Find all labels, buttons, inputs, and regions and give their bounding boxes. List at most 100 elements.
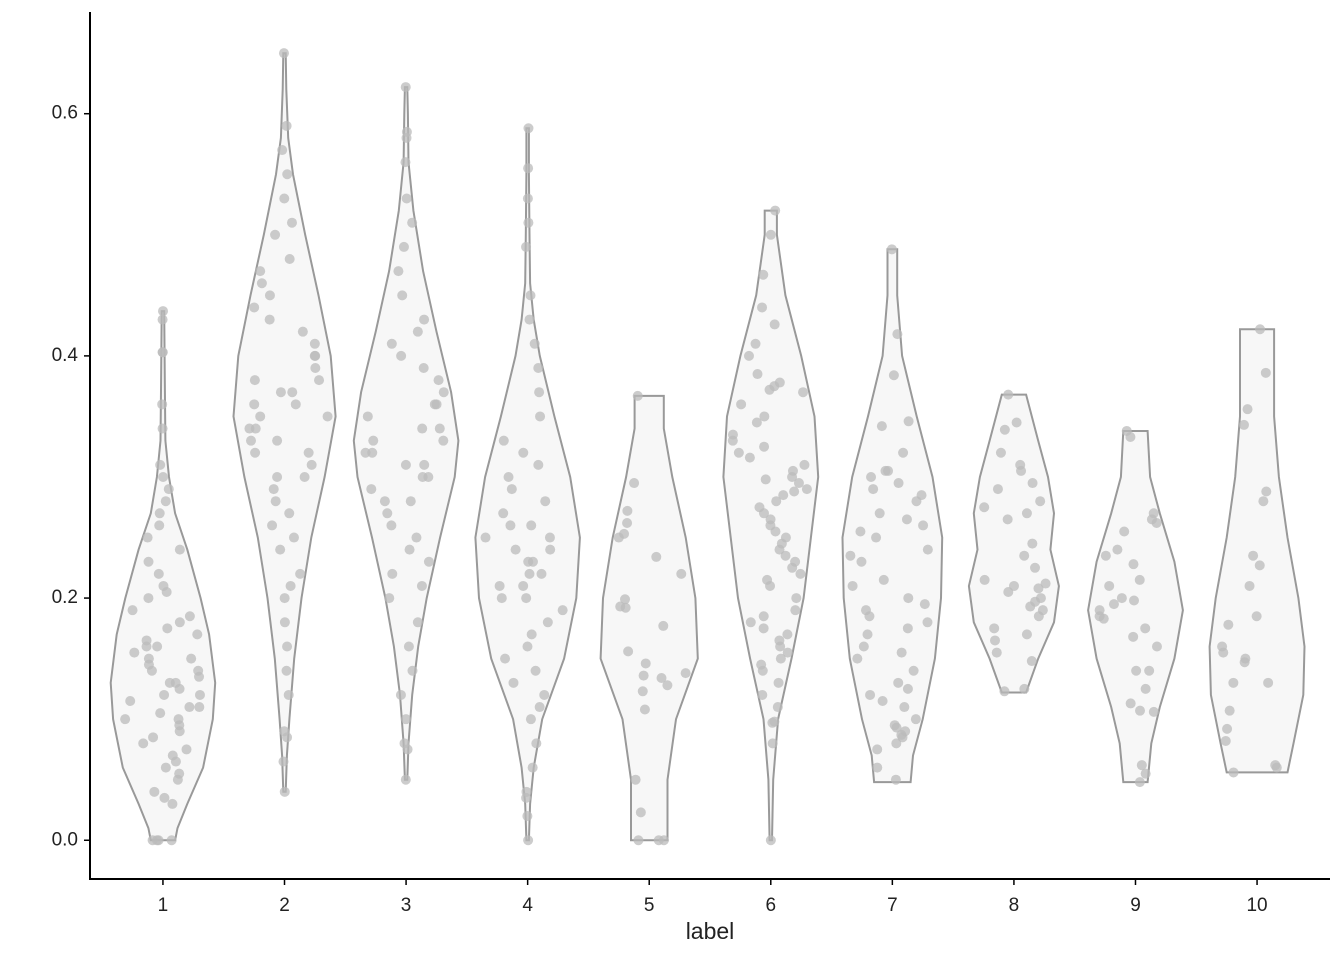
data-point (362, 411, 373, 422)
data-point (403, 641, 414, 652)
data-point (157, 423, 168, 434)
data-point (255, 266, 266, 277)
data-point (282, 169, 293, 180)
data-point (858, 641, 869, 652)
data-point (767, 738, 778, 749)
data-point (771, 496, 782, 507)
data-point (1242, 404, 1253, 415)
data-point (151, 835, 162, 846)
data-point (795, 568, 806, 579)
data-point (405, 496, 416, 507)
data-point (279, 786, 290, 797)
data-point (918, 520, 929, 531)
data-point (382, 508, 393, 519)
data-point (676, 568, 687, 579)
data-point (379, 496, 390, 507)
data-point (416, 580, 427, 591)
data-point (798, 387, 809, 398)
data-point (658, 835, 669, 846)
data-point (1151, 641, 1162, 652)
data-point (1011, 417, 1022, 428)
data-point (793, 478, 804, 489)
data-point (886, 244, 897, 255)
data-point (167, 798, 178, 809)
data-point (279, 617, 290, 628)
data-point (303, 447, 314, 458)
data-point (249, 399, 260, 410)
data-point (159, 689, 170, 700)
data-point (544, 532, 555, 543)
y-tick-label: 0.4 (52, 345, 79, 366)
data-point (159, 792, 170, 803)
data-point (535, 411, 546, 422)
data-point (1033, 583, 1044, 594)
data-point (281, 120, 292, 131)
data-point (613, 532, 624, 543)
data-point (990, 635, 1001, 646)
data-point (148, 732, 159, 743)
data-point (157, 347, 168, 358)
data-point (309, 338, 320, 349)
data-point (1025, 601, 1036, 612)
data-point (533, 363, 544, 374)
data-point (782, 629, 793, 640)
data-point (845, 550, 856, 561)
data-point (250, 447, 261, 458)
data-point (874, 508, 885, 519)
data-point (523, 163, 534, 174)
data-point (1148, 706, 1159, 717)
data-point (1258, 496, 1269, 507)
data-point (295, 568, 306, 579)
data-point (1119, 526, 1130, 537)
data-point (640, 658, 651, 669)
data-point (120, 714, 131, 725)
data-point (799, 459, 810, 470)
data-point (534, 702, 545, 713)
data-point (184, 702, 195, 713)
data-point (256, 278, 267, 289)
violin (352, 86, 460, 781)
data-point (1135, 705, 1146, 716)
data-point (393, 266, 404, 277)
data-point (268, 484, 279, 495)
data-point (775, 641, 786, 652)
data-point (158, 306, 169, 317)
data-point (1271, 762, 1282, 773)
y-tick-label: 0.2 (52, 587, 78, 608)
data-point (505, 520, 516, 531)
data-point (524, 314, 535, 325)
data-point (633, 835, 644, 846)
data-point (630, 774, 641, 785)
data-point (623, 646, 634, 657)
data-point (399, 738, 410, 749)
data-point (287, 387, 298, 398)
data-point (522, 193, 533, 204)
violin (967, 393, 1060, 694)
data-point (387, 568, 398, 579)
data-point (173, 714, 184, 725)
data-point (508, 677, 519, 688)
violin (1208, 328, 1306, 774)
data-point (523, 835, 534, 846)
data-point (1248, 550, 1259, 561)
data-point (285, 580, 296, 591)
x-tick-label: 5 (644, 895, 655, 916)
data-point (877, 695, 888, 706)
data-point (1261, 486, 1272, 497)
data-point (868, 484, 879, 495)
data-point (498, 435, 509, 446)
x-tick-label: 1 (158, 895, 169, 916)
data-point (902, 683, 913, 694)
x-tick-label: 8 (1009, 895, 1020, 916)
data-point (194, 702, 205, 713)
data-point (160, 762, 171, 773)
data-point (366, 484, 377, 495)
data-point (386, 520, 397, 531)
data-point (163, 484, 174, 495)
data-point (911, 496, 922, 507)
data-point (306, 459, 317, 470)
data-point (1151, 517, 1162, 528)
data-point (757, 665, 768, 676)
data-point (506, 484, 517, 495)
data-point (398, 241, 409, 252)
